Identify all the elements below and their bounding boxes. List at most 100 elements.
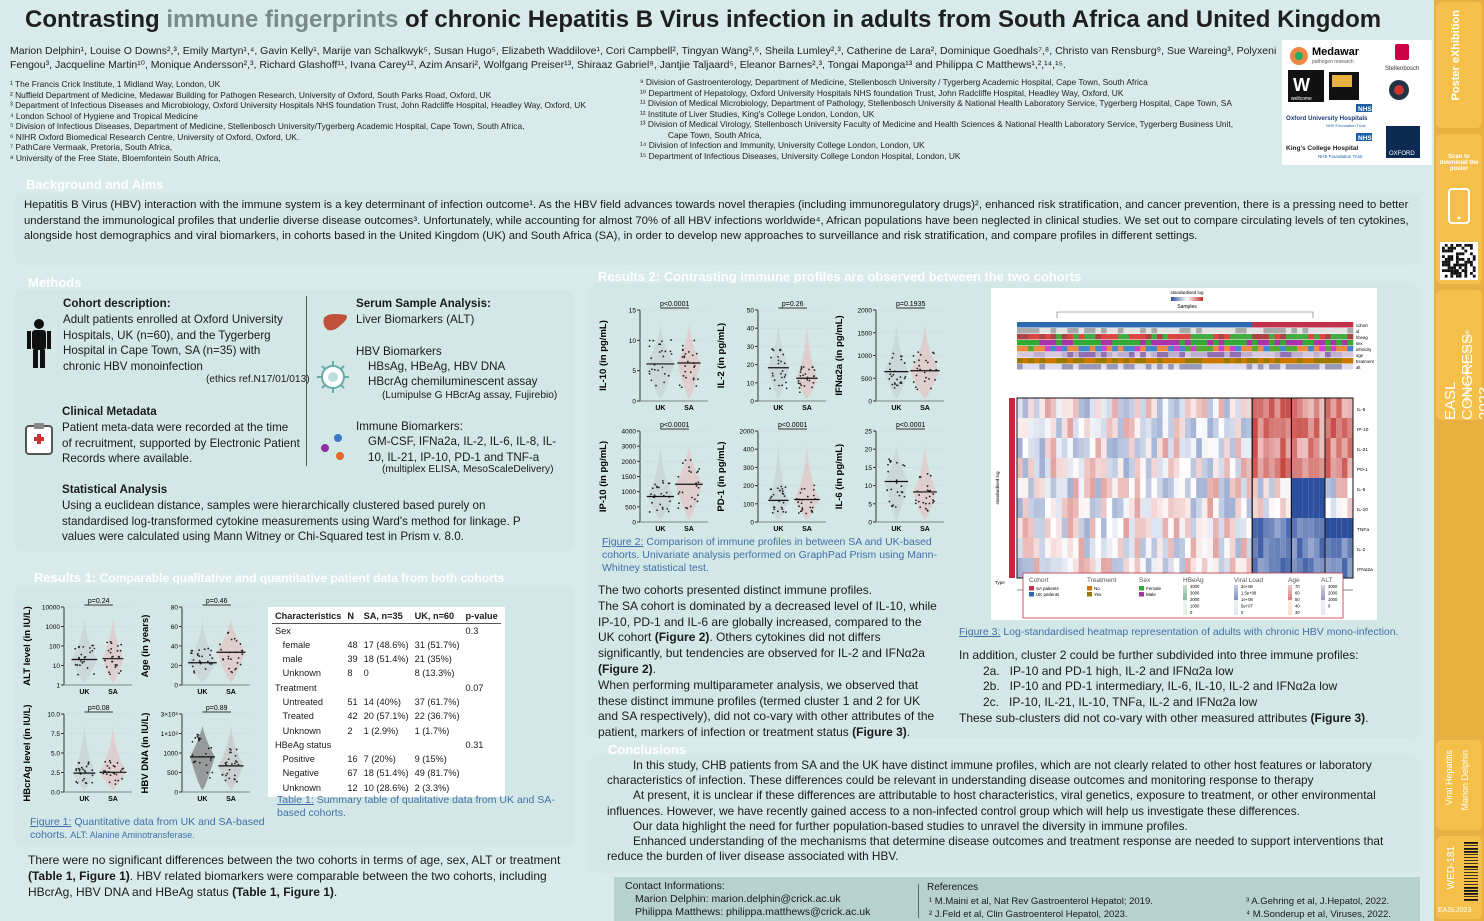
data-point — [799, 382, 801, 385]
annotation-cell — [1045, 364, 1051, 370]
annotation-cell — [1308, 328, 1315, 334]
heatmap-cell — [1028, 458, 1035, 478]
data-point — [648, 372, 651, 375]
data-point — [777, 362, 780, 365]
data-point — [919, 353, 922, 356]
table-cell: 10 (28.6%) — [363, 782, 409, 793]
qr-code-icon[interactable] — [1440, 242, 1478, 280]
table-cell: 18 (51.4%) — [363, 654, 409, 665]
annotation-cell — [1033, 352, 1040, 358]
data-point — [806, 495, 809, 498]
hbv-list: HBsAg, HBeAg, HBV DNA — [368, 360, 506, 373]
legend-item: No — [1094, 586, 1100, 591]
heatmap-cell — [1039, 538, 1046, 558]
annotation-cell — [1347, 340, 1354, 346]
medawar-logo-text: Medawar — [1312, 46, 1360, 58]
annotation-cell — [1162, 322, 1169, 328]
heatmap-cell — [1157, 498, 1163, 518]
heatmap-cell — [1145, 418, 1152, 438]
data-point — [904, 375, 907, 378]
heatmap-cell — [1341, 478, 1348, 498]
group-label: SA — [108, 796, 118, 803]
heatmap-cell — [1112, 538, 1118, 558]
data-point — [656, 509, 659, 512]
annotation-cell — [1179, 358, 1186, 364]
heatmap-cell — [1140, 438, 1147, 458]
annotation-cell — [1123, 334, 1130, 340]
heatmap-cell — [1061, 478, 1068, 498]
annotation-cell — [1151, 358, 1158, 364]
annotation-cell — [1028, 352, 1035, 358]
download-tab[interactable]: Scan to download the poster — [1436, 134, 1482, 284]
heatmap-cell — [1241, 438, 1247, 458]
affiliation: ¹² Institute of Liver Studies, King's Co… — [640, 108, 875, 119]
annotation-cell — [1117, 364, 1124, 370]
annotation-cell — [1162, 328, 1169, 334]
heatmap-cell — [1196, 418, 1202, 438]
heatmap-cell — [1218, 558, 1225, 578]
table-cell — [463, 695, 501, 709]
data-point — [784, 373, 787, 376]
heatmap-cell — [1173, 458, 1180, 478]
annotation-cell — [1173, 352, 1180, 358]
annotation-cell — [1190, 328, 1197, 334]
data-point — [670, 353, 673, 355]
data-point — [228, 667, 230, 670]
legend-tick: 70 — [1295, 584, 1300, 589]
data-point — [780, 506, 783, 509]
data-point — [785, 381, 787, 384]
data-point — [696, 500, 699, 503]
annotation-cell — [1039, 334, 1046, 340]
serum-title: Serum Sample Analysis: — [356, 297, 491, 310]
annotation-cell — [1050, 322, 1057, 328]
annotation-cell — [1201, 328, 1208, 334]
table-cell: 21 (35%) — [414, 654, 452, 665]
heatmap-cell — [1056, 418, 1063, 438]
color-scale — [1171, 297, 1203, 301]
annotation-cell — [1056, 364, 1063, 370]
heatmap-cell — [1157, 398, 1163, 418]
annotation-cell — [1207, 358, 1214, 364]
data-point — [689, 371, 692, 374]
annotation-cell — [1274, 358, 1281, 364]
annotation-cell — [1190, 364, 1197, 370]
data-point — [934, 379, 937, 381]
annotation-cell — [1313, 364, 1320, 370]
annotation-cell — [1196, 358, 1203, 364]
heatmap-cell — [1285, 458, 1292, 478]
data-point — [648, 345, 651, 348]
tick-label: 500 — [167, 770, 178, 777]
contact-email-1[interactable]: Marion Delphin: marion.delphin@crick.ac.… — [635, 893, 841, 905]
heatmap-cell — [1319, 518, 1326, 538]
data-point — [915, 374, 918, 377]
contact-email-2[interactable]: Philippa Matthews: philippa.matthews@cri… — [635, 906, 871, 918]
heatmap-cell — [1336, 478, 1343, 498]
data-point — [657, 486, 660, 489]
data-point — [695, 385, 698, 388]
heatmap-cell — [1028, 538, 1035, 558]
heatmap-cell — [1297, 418, 1303, 438]
annotation-cell — [1218, 340, 1225, 346]
data-point — [74, 663, 77, 666]
annotation-cell — [1308, 322, 1315, 328]
heatmap-cell — [1280, 558, 1287, 578]
poster-brand-text: Poster eXhibition — [1450, 10, 1462, 101]
data-point — [198, 660, 201, 662]
data-point — [651, 501, 653, 504]
heatmap-cell — [1257, 458, 1264, 478]
heatmap-cell — [1213, 458, 1219, 478]
group-label: SA — [802, 405, 812, 412]
annotation-cell — [1313, 358, 1320, 364]
heatmap-cell — [1313, 458, 1320, 478]
annotation-cell — [1336, 334, 1343, 340]
data-point — [924, 502, 927, 505]
heatmap-cell — [1185, 518, 1191, 538]
annotation-cell — [1151, 352, 1158, 358]
annotation-cell — [1185, 334, 1191, 340]
data-point — [89, 647, 91, 649]
annotation-cell — [1140, 352, 1147, 358]
heatmap-cell — [1078, 538, 1085, 558]
heatmap-cell — [1123, 498, 1130, 518]
data-point — [782, 510, 785, 513]
annotation-cell — [1179, 334, 1186, 340]
